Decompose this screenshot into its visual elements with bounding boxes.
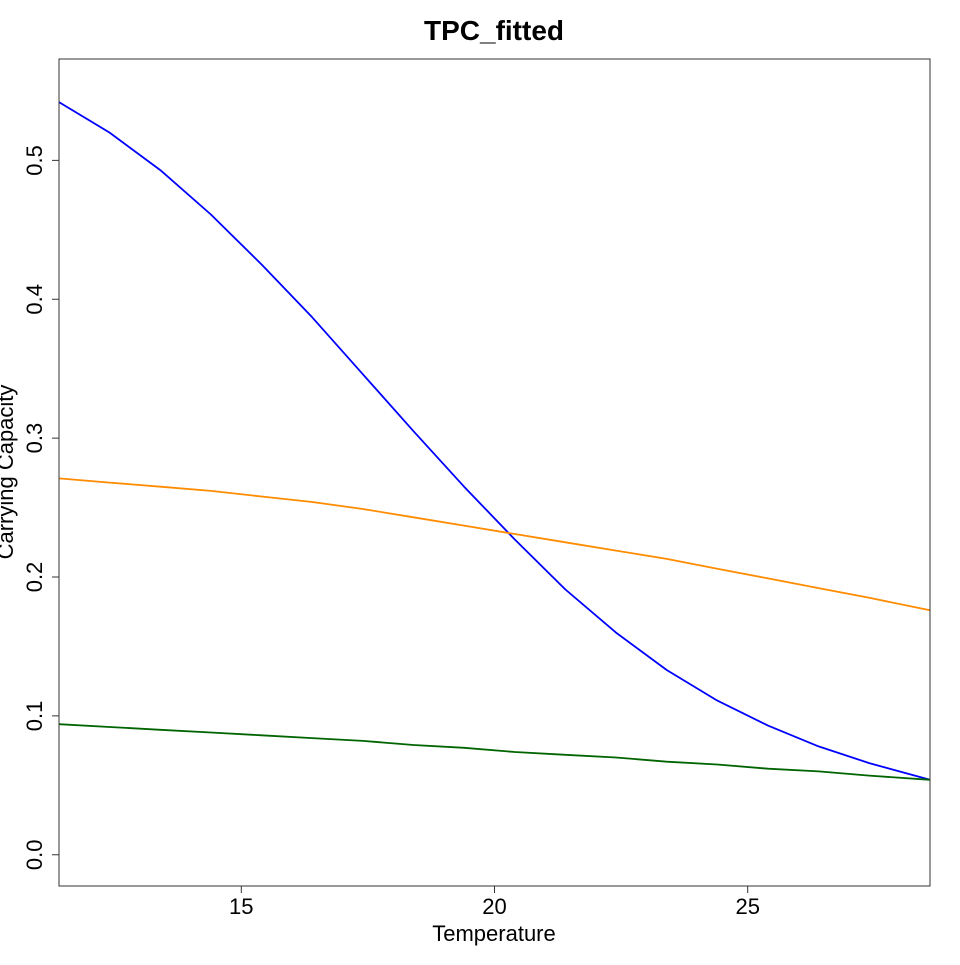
chart-title: TPC_fitted	[424, 15, 564, 46]
y-tick-label: 0.1	[22, 701, 47, 732]
y-axis: 0.0 0.1 0.2 0.3 0.4 0.5	[22, 145, 59, 870]
x-tick-label: 15	[229, 894, 253, 919]
series-group	[58, 101, 931, 781]
series-line-3	[58, 723, 931, 781]
x-axis-label: Temperature	[432, 921, 556, 946]
y-tick-label: 0.4	[22, 284, 47, 315]
y-tick-label: 0.3	[22, 423, 47, 454]
series-line-2	[58, 477, 931, 612]
y-axis-label: Carrying Capacity	[0, 385, 18, 560]
x-tick-label: 20	[482, 894, 506, 919]
series-line-1	[58, 101, 931, 781]
y-tick-label: 0.0	[22, 840, 47, 871]
y-tick-label: 0.2	[22, 562, 47, 593]
x-axis: 15 20 25	[229, 886, 760, 919]
y-tick-label: 0.5	[22, 145, 47, 176]
x-tick-label: 25	[735, 894, 759, 919]
